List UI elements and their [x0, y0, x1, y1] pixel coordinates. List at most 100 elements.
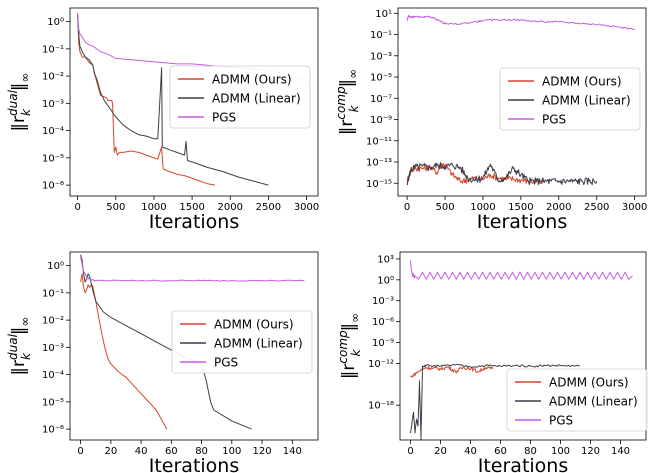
x-tick-label: 0	[77, 446, 83, 457]
legend-label: ADMM (Ours)	[214, 318, 294, 332]
y-tick-label: 10⁻¹⁵	[366, 179, 392, 190]
legend-label: PGS	[214, 356, 238, 370]
x-tick-label: 1500	[508, 202, 533, 213]
series-line-ours	[80, 273, 168, 430]
y-axis-label-end: ‖	[9, 83, 29, 92]
y-axis-label: ‖rcompk ‖∞	[336, 313, 363, 379]
y-axis-label-sup: dual	[6, 89, 20, 116]
legend-label: ADMM (Ours)	[542, 75, 622, 89]
y-axis-label-end: ‖	[339, 323, 359, 332]
y-axis-label-main: ‖r	[9, 360, 29, 376]
chart-panel-2: 0 500 1000 1500 2000 2500 3000 10⁻¹⁵ 10⁻¹³ 10⁻¹¹ 1…	[334, 7, 647, 233]
y-tick-label: 10⁻¹	[370, 30, 392, 41]
y-tick-label: 10⁻³	[370, 51, 392, 62]
y-tick-label: 10⁻¹	[42, 44, 64, 55]
y-tick-label: 10⁻¹¹	[366, 136, 392, 147]
y-axis-label-inf: ∞	[18, 317, 32, 327]
y-tick-label: 10⁻¹²	[368, 359, 394, 370]
x-tick-label: 140	[283, 446, 302, 457]
x-tick-label: 140	[611, 446, 630, 457]
plot-frame	[69, 7, 319, 197]
y-axis-label-inf: ∞	[18, 73, 32, 83]
x-axis-label: Iterations	[149, 211, 240, 233]
legend-label: PGS	[549, 414, 573, 428]
y-tick-label: 10⁻⁹	[370, 115, 392, 126]
x-tick-label: 0	[407, 446, 413, 457]
legend-label: ADMM (Linear)	[549, 395, 638, 409]
y-axis-label-main: ‖r	[337, 120, 357, 136]
y-tick-label: 10⁻²	[42, 316, 64, 327]
x-tick-label: 2500	[584, 202, 609, 213]
x-tick-label: 100	[222, 446, 241, 457]
x-tick-label: 80	[195, 446, 208, 457]
y-tick-label: 10⁻¹³	[366, 158, 392, 169]
y-tick-label: 10¹	[375, 9, 392, 20]
x-axis-label: Iterations	[477, 211, 568, 233]
legend-box	[171, 310, 313, 374]
series-line-pgs	[410, 260, 633, 280]
y-axis-label-inf: ∞	[348, 313, 362, 323]
legend-label: PGS	[212, 111, 236, 125]
chart-panel-4: 0 20 40 60 80 100 120 140 10⁻¹⁸ 10⁻¹² 10⁻⁹ 10⁻⁶ 10⁻³…	[336, 251, 648, 473]
series-line-linear	[410, 363, 581, 440]
y-axis-label: ‖rdualk ‖∞	[6, 317, 33, 376]
legend: ADMM (Ours) ADMM (Linear) PGS	[169, 65, 311, 129]
x-tick-label: 0	[404, 202, 410, 213]
x-tick-label: 2000	[218, 202, 243, 213]
series-line-pgs	[406, 14, 635, 31]
legend: ADMM (Ours) ADMM (Linear) PGS	[499, 67, 641, 131]
x-tick-label: 1000	[141, 202, 166, 213]
y-axis-label-end: ‖	[9, 327, 29, 336]
legend-label: ADMM (Linear)	[542, 94, 631, 108]
y-tick-label: 10⁻⁹	[372, 338, 394, 349]
y-tick-label: 10⁻⁶	[42, 425, 64, 436]
y-axis-label-sup: dual	[6, 333, 20, 360]
x-axis-label: Iterations	[149, 455, 240, 473]
x-tick-label: 20	[434, 446, 447, 457]
series-group	[80, 254, 305, 430]
legend-label: ADMM (Linear)	[214, 337, 303, 351]
y-axis-label-sub: k	[347, 104, 361, 112]
x-tick-label: 40	[135, 446, 148, 457]
y-tick-label: 10⁰	[47, 17, 64, 28]
y-axis-label-sub: k	[349, 348, 363, 356]
y-tick-label: 10⁻⁷	[370, 94, 392, 105]
y-tick-label: 10⁰	[377, 275, 394, 286]
series-group	[406, 14, 635, 186]
x-tick-label: 60	[494, 446, 507, 457]
legend-box	[499, 67, 641, 131]
series-line-ours	[77, 13, 216, 186]
y-tick-label: 10⁻²	[42, 72, 64, 83]
x-tick-label: 1500	[179, 202, 204, 213]
x-tick-label: 100	[551, 446, 570, 457]
x-tick-label: 0	[74, 202, 80, 213]
legend-box	[506, 368, 648, 432]
y-tick-label: 10⁻¹	[42, 288, 64, 299]
series-line-linear	[77, 14, 269, 186]
x-tick-label: 2500	[256, 202, 281, 213]
legend: ADMM (Ours) ADMM (Linear) PGS	[506, 368, 648, 432]
legend-box	[169, 65, 311, 129]
plot-frame	[69, 251, 319, 441]
y-tick-label: 10⁻⁴	[42, 126, 64, 137]
y-axis-label-inf: ∞	[346, 69, 360, 79]
y-axis-label: ‖rcompk ‖∞	[334, 69, 361, 135]
x-tick-label: 120	[581, 446, 600, 457]
y-tick-label: 10⁻³	[372, 296, 394, 307]
x-tick-label: 20	[104, 446, 117, 457]
x-tick-label: 500	[106, 202, 125, 213]
chart-panel-1: 0 500 1000 1500 2000 2500 3000 10⁻⁶ 10⁻⁵ 10⁻⁴ 10⁻³…	[6, 7, 319, 233]
series-line-linear	[80, 254, 252, 430]
legend-label: ADMM (Ours)	[212, 73, 292, 87]
y-axis-label-sup: comp	[336, 330, 350, 364]
y-axis-label-sub: k	[19, 352, 33, 360]
x-tick-label: 40	[464, 446, 477, 457]
y-axis-label-end: ‖	[337, 79, 357, 88]
y-tick-label: 10⁻⁵	[42, 397, 64, 408]
plot-frame	[397, 7, 647, 197]
y-axis-label: ‖rdualk ‖∞	[6, 73, 33, 132]
y-tick-label: 10⁻⁵	[370, 73, 392, 84]
legend-label: PGS	[542, 113, 566, 127]
x-tick-label: 2000	[546, 202, 571, 213]
